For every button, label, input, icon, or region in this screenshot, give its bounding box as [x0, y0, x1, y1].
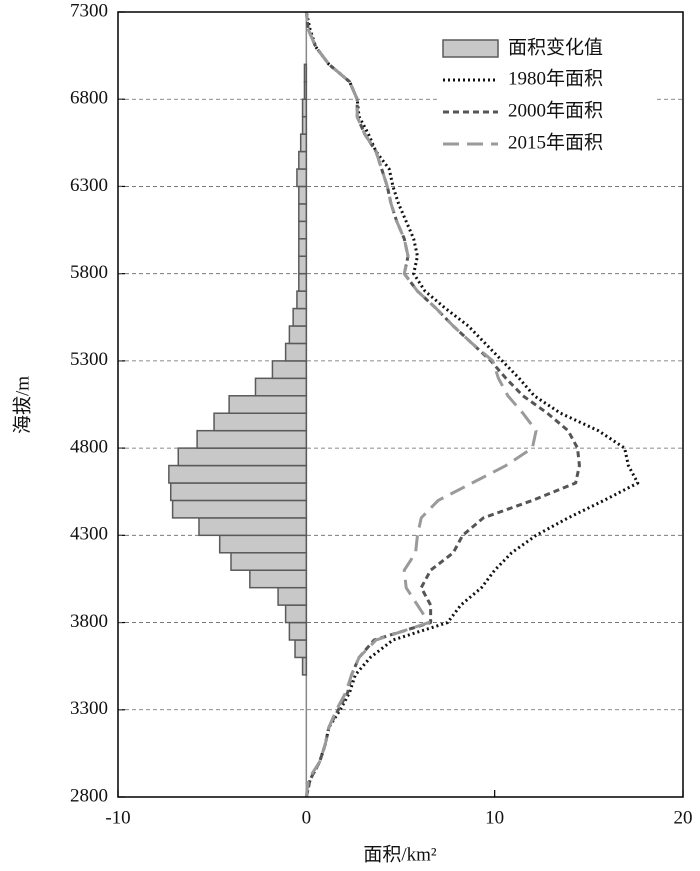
bar: [198, 517, 308, 537]
y-tick-label: 7300: [70, 0, 108, 21]
bar: [277, 586, 308, 606]
legend-label: 面积变化值: [508, 36, 603, 58]
bar: [284, 604, 308, 624]
bar: [298, 150, 308, 170]
bar: [303, 63, 308, 83]
x-tick-label: 20: [674, 807, 693, 828]
bar: [303, 81, 308, 100]
legend-swatch: [442, 39, 499, 58]
y-tick-label: 5800: [70, 262, 108, 283]
bar: [301, 98, 308, 118]
bar: [249, 569, 308, 589]
legend-label: 1980年面积: [508, 67, 603, 89]
x-axis-label: 面积/km²: [363, 843, 437, 865]
bar: [218, 534, 308, 554]
y-tick-label: 4800: [70, 436, 108, 457]
bar: [296, 168, 308, 188]
bar: [298, 255, 308, 275]
bar: [301, 656, 308, 676]
legend-label: 2000年面积: [508, 99, 603, 121]
bar: [169, 482, 308, 502]
bar: [298, 203, 308, 223]
y-tick-label: 5300: [70, 349, 108, 370]
bar: [298, 272, 308, 292]
bar: [288, 325, 308, 345]
y-tick-label: 4300: [70, 524, 108, 545]
legend-label: 2015年面积: [508, 131, 603, 153]
bar: [168, 464, 308, 484]
bar: [230, 552, 308, 571]
bar: [271, 360, 308, 380]
bar: [298, 238, 308, 257]
bar: [298, 220, 308, 240]
legend: 面积变化值 1980年面积 2000年面积 2015年面积: [440, 32, 655, 160]
bar: [254, 377, 308, 397]
bar: [284, 342, 308, 362]
plot-frame: [117, 11, 684, 798]
bar: [299, 133, 308, 153]
y-tick-label: 3800: [70, 611, 108, 632]
y-tick-label: 6300: [70, 175, 108, 196]
bar: [301, 115, 308, 135]
bar: [228, 395, 308, 414]
bar: [177, 447, 308, 467]
y-tick-label: 2800: [70, 785, 108, 806]
bar: [213, 412, 308, 432]
bar: [296, 290, 308, 310]
bar: [171, 499, 308, 519]
line-series: [304, 11, 538, 798]
bar: [294, 639, 308, 659]
bar: [196, 429, 308, 449]
x-tick-label: -10: [105, 807, 130, 828]
bar: [288, 621, 308, 641]
y-axis-label: 海拔/m: [11, 376, 33, 434]
bar: [292, 307, 308, 327]
x-tick-label: 0: [302, 807, 312, 828]
y-tick-label: 6800: [70, 88, 108, 109]
bar: [298, 185, 308, 205]
y-tick-label: 3300: [70, 698, 108, 719]
x-tick-label: 10: [485, 807, 504, 828]
